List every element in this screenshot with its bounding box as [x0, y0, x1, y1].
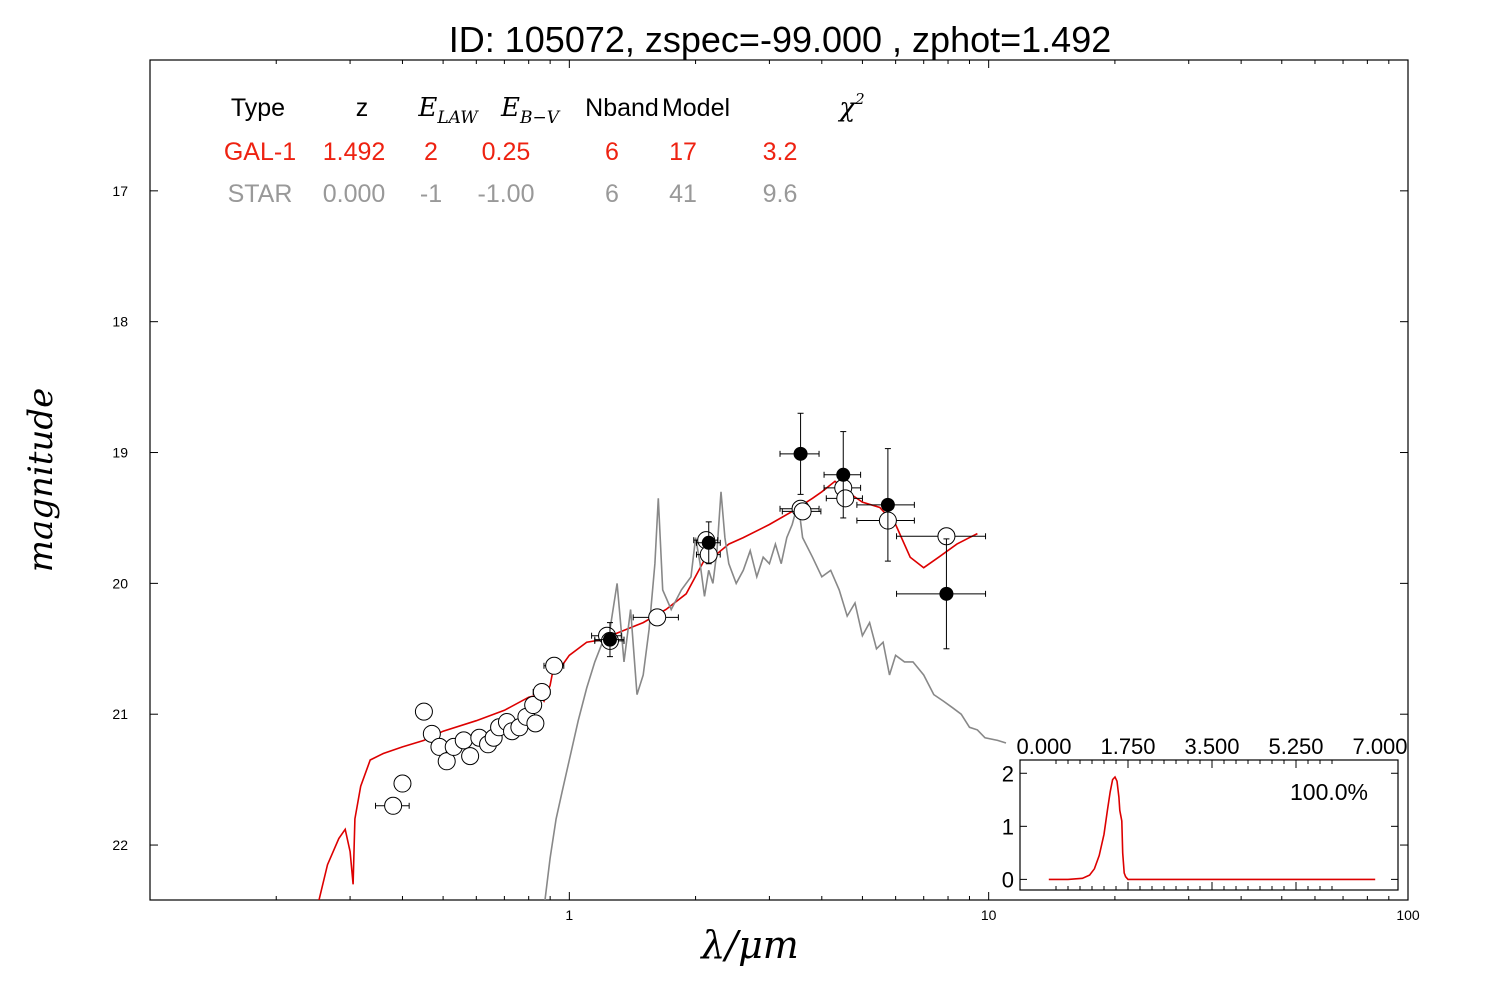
x-tick-label: 10: [981, 907, 997, 923]
model-point: [414, 702, 433, 721]
inset-y-tick-label: 1: [1002, 814, 1014, 839]
model-point: [545, 656, 564, 675]
table-cell: 3.2: [763, 138, 798, 166]
inset-axis-ticks: 0.000 1.750 3.500 5.250 7.000 0 1 2: [1002, 734, 1408, 892]
observed-point: [793, 446, 808, 461]
inset-x-tick-label: 1.750: [1100, 734, 1155, 759]
table-cell: 2: [424, 138, 438, 166]
table-header-cell: Nband: [585, 94, 659, 122]
model-point: [793, 502, 812, 521]
series-line-star: [544, 491, 1007, 900]
table-cell: 0.000: [323, 180, 386, 208]
series-line-gal-1: [318, 480, 978, 900]
table-header-cell: EB−V: [500, 93, 561, 128]
y-tick-label: 22: [112, 837, 128, 853]
main-markers-group: [375, 412, 987, 815]
table-cell: STAR: [228, 180, 293, 208]
inset-annotation: 100.0%: [1290, 779, 1368, 805]
inset-y-tick-label: 2: [1002, 761, 1014, 786]
table-cell: 41: [669, 180, 697, 208]
model-point: [461, 747, 480, 766]
y-tick-label: 21: [112, 706, 128, 722]
table-header-cell: Type: [231, 94, 285, 122]
x-axis-label: λ/μm: [699, 923, 799, 967]
inset-x-tick-label: 5.250: [1268, 734, 1323, 759]
table-cell: 9.6: [763, 180, 798, 208]
model-point: [526, 714, 545, 733]
table-cell: 6: [605, 180, 619, 208]
y-tick-label: 18: [112, 314, 128, 330]
observed-point: [602, 632, 617, 647]
table-cell: 0.25: [482, 138, 531, 166]
main-plot-frame: [149, 59, 1409, 901]
y-axis-label: magnitude: [21, 388, 61, 573]
inset-x-tick-label: 0.000: [1016, 734, 1071, 759]
table-cell: 1.492: [323, 138, 386, 166]
table-cell: GAL-1: [224, 138, 296, 166]
table-header-cell: Model: [662, 94, 730, 122]
inset-x-tick-label: 7.000: [1352, 734, 1407, 759]
table-cell: 6: [605, 138, 619, 166]
x-tick-label: 1: [565, 907, 573, 923]
fit-table: Type z ELAW EB−V Nband Model χ2 GAL-1 1.492 2 0.25…: [224, 90, 865, 208]
y-tick-label: 19: [112, 445, 128, 461]
table-header-cell: z: [356, 94, 369, 122]
model-point: [648, 608, 667, 627]
model-point: [384, 796, 403, 815]
model-point: [532, 682, 551, 701]
observed-point: [701, 535, 716, 550]
model-point: [836, 489, 855, 508]
table-header-cell: ELAW: [417, 93, 479, 128]
y-tick-label: 17: [112, 183, 128, 199]
model-point: [454, 731, 473, 750]
y-tick-label: 20: [112, 575, 128, 591]
chart-title: ID: 105072, zspec=-99.000 , zphot=1.492: [449, 19, 1111, 60]
inset-y-tick-label: 0: [1002, 867, 1014, 892]
observed-point: [939, 586, 954, 601]
main-series-group: [318, 480, 1007, 900]
inset-pdf-line: [1048, 775, 1376, 881]
observed-point: [880, 497, 895, 512]
inset-x-tick-label: 3.500: [1184, 734, 1239, 759]
pdz-inset-plot: 0.000 1.750 3.500 5.250 7.000 0 1 2 100.0%: [1002, 734, 1408, 892]
inset-frame: [1019, 759, 1399, 891]
table-cell: -1: [420, 180, 442, 208]
table-cell: 17: [669, 138, 697, 166]
model-point: [524, 696, 543, 715]
model-point: [393, 774, 412, 793]
x-tick-label: 100: [1396, 907, 1420, 923]
table-header-cell: χ2: [837, 90, 864, 123]
table-cell: -1.00: [478, 180, 535, 208]
model-point: [437, 752, 456, 771]
inset-series-group: [1048, 775, 1376, 881]
observed-point: [836, 467, 851, 482]
